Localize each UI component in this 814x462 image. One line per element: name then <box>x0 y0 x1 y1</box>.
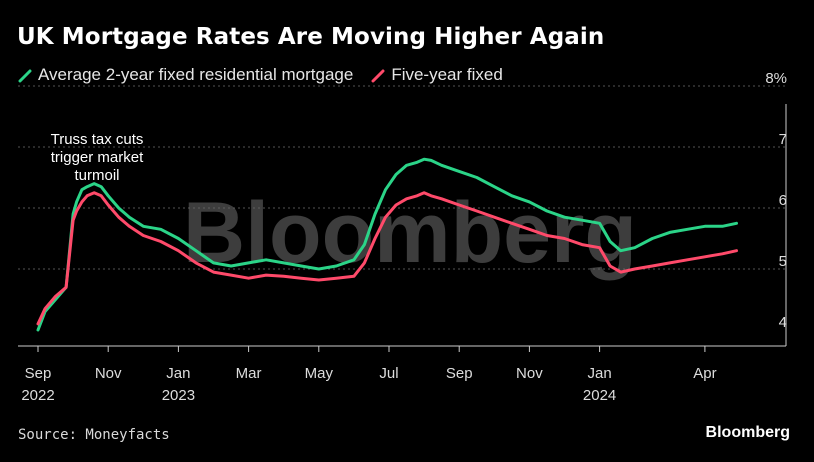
legend-label-5yr: Five-year fixed <box>391 65 503 84</box>
legend-item-2yr: Average 2-year fixed residential mortgag… <box>18 65 353 85</box>
y-tick-label: 8% <box>765 70 787 87</box>
annotation-text: turmoil <box>74 167 119 184</box>
x-tick-label: Nov <box>95 365 122 382</box>
x-tick-label: Jan <box>588 365 612 382</box>
x-tick-year-label: 2022 <box>21 387 54 404</box>
series-line-5yr <box>36 191 738 326</box>
x-tick-label: May <box>305 365 334 382</box>
y-tick-label: 4 <box>779 314 787 331</box>
annotation-text: trigger market <box>51 149 144 166</box>
x-tick-label: Jul <box>379 365 398 382</box>
legend-label-2yr: Average 2-year fixed residential mortgag… <box>38 65 354 84</box>
watermark: Bloomberg <box>183 185 637 281</box>
x-tick-year-label: 2023 <box>162 387 195 404</box>
legend: Average 2-year fixed residential mortgag… <box>18 65 521 85</box>
annotation-text: Truss tax cuts <box>51 131 144 148</box>
legend-swatch-2yr <box>18 68 32 83</box>
x-tick-label: Apr <box>693 365 716 382</box>
legend-item-5yr: Five-year fixed <box>371 65 503 85</box>
y-tick-label: 7 <box>779 131 787 148</box>
series-line-2yr <box>36 157 738 332</box>
bloomberg-logo: Bloomberg <box>705 424 790 441</box>
x-tick-label: Sep <box>446 365 473 382</box>
y-tick-label: 6 <box>779 192 787 209</box>
source-note: Source: Moneyfacts <box>18 427 170 443</box>
x-tick-label: Nov <box>516 365 543 382</box>
x-tick-label: Jan <box>166 365 190 382</box>
x-tick-year-label: 2024 <box>583 387 616 404</box>
legend-swatch-5yr <box>371 68 385 83</box>
chart-title: UK Mortgage Rates Are Moving Higher Agai… <box>17 24 605 50</box>
x-tick-label: Mar <box>236 365 262 382</box>
y-tick-label: 5 <box>779 253 787 270</box>
x-tick-label: Sep <box>25 365 52 382</box>
